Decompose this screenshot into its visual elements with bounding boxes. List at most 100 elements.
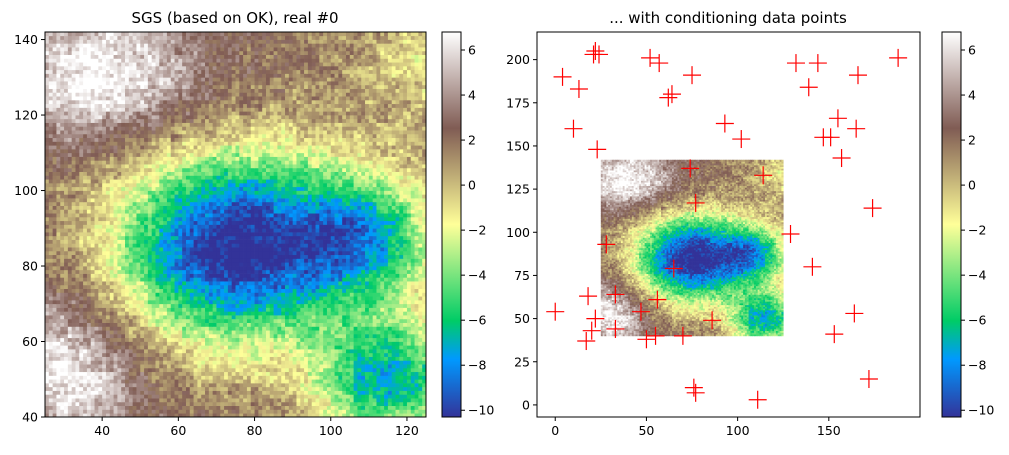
heatmap-cell [406, 337, 412, 342]
heatmap-cell [94, 341, 99, 346]
heatmap-cell [86, 398, 92, 403]
heatmap-cell [102, 228, 107, 233]
heatmap-cell [102, 235, 107, 240]
heatmap-cell [357, 296, 362, 301]
heatmap-cell [147, 322, 153, 327]
heatmap-cell [98, 379, 103, 384]
heatmap-cell [326, 375, 332, 380]
heatmap-cell [285, 360, 290, 365]
heatmap-cell [67, 379, 73, 384]
heatmap-cell [288, 337, 293, 342]
heatmap-cell [376, 299, 381, 305]
heatmap-cell [353, 367, 358, 373]
heatmap-cell [345, 232, 351, 237]
heatmap-cell [174, 341, 179, 346]
heatmap-cell [197, 254, 202, 259]
heatmap-cell [315, 273, 320, 278]
heatmap-cell [323, 383, 328, 388]
heatmap-cell [83, 266, 88, 271]
heatmap-cell [258, 269, 263, 274]
heatmap-cell [212, 311, 217, 316]
heatmap-cell [94, 277, 99, 282]
heatmap-cell [94, 394, 99, 399]
heatmap-cell [71, 398, 76, 403]
heatmap-cell [216, 232, 221, 237]
heatmap-cell [132, 383, 137, 388]
heatmap-cell [311, 266, 316, 271]
heatmap-cell [311, 281, 316, 286]
heatmap-cell [182, 398, 187, 403]
heatmap-cell [56, 281, 61, 286]
heatmap-cell [338, 394, 343, 399]
heatmap-cell [109, 239, 114, 244]
heatmap-cell [174, 303, 179, 308]
heatmap-cell [391, 235, 396, 240]
heatmap-cell [128, 345, 133, 350]
heatmap-cell [48, 326, 53, 331]
heatmap-cell [109, 277, 114, 282]
heatmap-cell [185, 269, 191, 274]
heatmap-cell [60, 401, 65, 407]
heatmap-cell [140, 364, 145, 369]
heatmap-cell [216, 292, 221, 297]
heatmap-cell [304, 273, 309, 278]
heatmap-cell [174, 364, 179, 369]
heatmap-cell [357, 273, 362, 278]
heatmap-cell [121, 228, 126, 233]
heatmap-cell [235, 383, 240, 388]
heatmap-cell [231, 349, 236, 354]
heatmap-cell [75, 398, 80, 403]
heatmap-cell [292, 258, 297, 263]
heatmap-cell [83, 326, 88, 331]
heatmap-cell [71, 360, 76, 365]
heatmap-cell [296, 247, 301, 252]
heatmap-cell [197, 337, 202, 342]
heatmap-cell [273, 383, 278, 388]
heatmap-cell [83, 383, 88, 388]
heatmap-cell [353, 409, 358, 414]
heatmap-cell [368, 345, 374, 350]
heatmap-cell [56, 405, 61, 410]
heatmap-cell [414, 254, 419, 259]
heatmap-cell [273, 398, 278, 403]
heatmap-cell [277, 315, 282, 320]
heatmap-cell [125, 341, 130, 346]
heatmap-cell [414, 401, 419, 407]
heatmap-cell [288, 277, 293, 282]
heatmap-cell [342, 364, 347, 369]
heatmap-cell [105, 239, 111, 244]
heatmap-cell [60, 386, 65, 391]
heatmap-cell [144, 228, 149, 233]
heatmap-cell [75, 413, 80, 417]
heatmap-cell [163, 375, 168, 380]
heatmap-cell [75, 405, 80, 410]
heatmap-cell [277, 333, 282, 339]
heatmap-cell [319, 273, 324, 278]
heatmap-cell [304, 394, 309, 399]
heatmap-cell [361, 413, 366, 417]
heatmap-cell [98, 228, 103, 233]
heatmap-cell [269, 360, 274, 365]
heatmap-cell [319, 349, 324, 354]
heatmap-cell [159, 288, 164, 293]
heatmap-cell [105, 413, 111, 417]
heatmap-cell [254, 337, 259, 342]
heatmap-cell [189, 254, 194, 259]
heatmap-cell [197, 333, 202, 339]
heatmap-cell [269, 269, 274, 274]
heatmap-cell [384, 288, 389, 293]
heatmap-cell [151, 281, 156, 286]
heatmap-cell [170, 235, 175, 240]
heatmap-cell [216, 311, 221, 316]
heatmap-cell [285, 398, 290, 403]
heatmap-cell [334, 239, 339, 244]
heatmap-cell [357, 232, 362, 237]
heatmap-cell [201, 250, 206, 256]
heatmap-cell [334, 349, 339, 354]
heatmap-cell [380, 364, 385, 369]
heatmap-cell [197, 379, 202, 384]
heatmap-cell [98, 398, 103, 403]
heatmap-cell [323, 281, 328, 286]
heatmap-cell [349, 262, 354, 267]
heatmap-cell [121, 318, 126, 323]
